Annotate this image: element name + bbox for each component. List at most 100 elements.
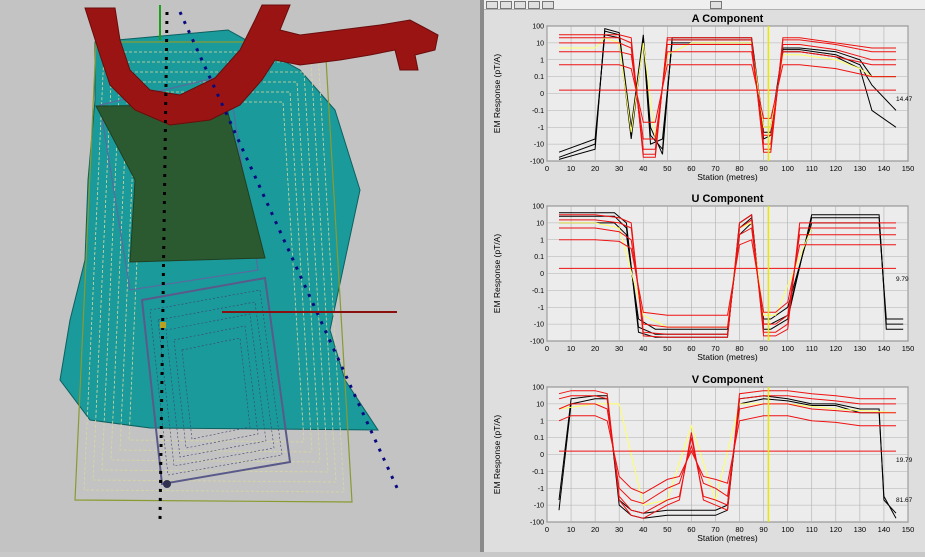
x-tick-label: 120 (830, 525, 843, 534)
x-tick-label: 130 (854, 344, 867, 353)
x-tick-label: 120 (830, 164, 843, 173)
end-value-label: 81.67 (896, 497, 913, 504)
red-pipe-body (84, 4, 439, 126)
x-tick-label: 150 (902, 525, 915, 534)
y-axis-label: EM Response (pT/A) (492, 54, 502, 134)
lower-plate-outline (140, 276, 292, 486)
series-line (558, 395, 896, 514)
x-tick-label: 20 (591, 344, 599, 353)
series-line (558, 403, 897, 506)
toolbar-button[interactable] (542, 1, 554, 9)
black-drill-trace (158, 11, 169, 521)
y-tick-label: -0.1 (532, 469, 544, 476)
x-tick-label: 90 (759, 525, 767, 534)
chart-title: U Component (691, 193, 763, 205)
3d-scene-canvas[interactable] (0, 0, 480, 552)
series-line (559, 239, 896, 316)
y-tick-label: 100 (532, 24, 544, 31)
chart-title: A Component (692, 13, 764, 25)
y-tick-label: -0.1 (532, 288, 544, 295)
x-tick-label: 20 (591, 164, 599, 173)
x-tick-label: 140 (878, 525, 891, 534)
y-tick-label: -1 (538, 125, 544, 132)
x-tick-label: 10 (567, 164, 575, 173)
y-tick-label: 0 (540, 91, 544, 98)
x-tick-label: 140 (878, 164, 891, 173)
series-line (559, 37, 896, 155)
x-tick-label: 40 (639, 164, 647, 173)
x-tick-label: 90 (759, 344, 767, 353)
x-tick-label: 40 (639, 344, 647, 353)
upper-plate-outline (99, 74, 259, 291)
toolbar-button[interactable] (486, 1, 498, 9)
x-tick-label: 0 (545, 344, 549, 353)
end-value-label: 14.47 (896, 96, 913, 103)
y-tick-label: -10 (534, 503, 544, 510)
x-tick-label: 10 (567, 344, 575, 353)
toolbar-button[interactable] (514, 1, 526, 9)
x-tick-label: 50 (663, 525, 671, 534)
x-tick-label: 0 (545, 525, 549, 534)
x-tick-label: 130 (854, 525, 867, 534)
y-tick-label: 10 (536, 40, 544, 47)
x-tick-label: 150 (902, 164, 915, 173)
toolbar-button[interactable] (528, 1, 540, 9)
y-axis-label: EM Response (pT/A) (492, 234, 502, 314)
y-tick-label: 10 (536, 401, 544, 408)
x-axis-label: Station (metres) (697, 533, 758, 543)
toolbar-button[interactable] (500, 1, 512, 9)
y-tick-label: 0 (540, 452, 544, 459)
x-tick-label: 50 (663, 344, 671, 353)
plots-panel: A Component 0 10 20 30 40 50 60 70 80 90 100 110 120 1… (484, 0, 925, 552)
y-tick-label: -1 (538, 486, 544, 493)
blue-survey-line (178, 11, 400, 491)
x-tick-label: 60 (687, 344, 695, 353)
x-tick-label: 40 (639, 525, 647, 534)
series-line (559, 64, 896, 123)
x-tick-label: 140 (878, 344, 891, 353)
toolbar-button[interactable] (710, 1, 722, 9)
x-tick-label: 100 (781, 344, 794, 353)
x-tick-label: 70 (711, 344, 719, 353)
x-axis-label: Station (metres) (697, 352, 758, 362)
series-line (559, 227, 896, 328)
y-tick-label: 0.1 (534, 254, 544, 261)
y-tick-label: 1 (540, 418, 544, 425)
x-tick-label: 90 (759, 164, 767, 173)
series-line (559, 51, 896, 140)
x-tick-label: 30 (615, 525, 623, 534)
y-tick-label: 10 (536, 220, 544, 227)
y-axis-label: EM Response (pT/A) (492, 415, 502, 495)
x-tick-label: 60 (687, 525, 695, 534)
y-tick-label: 1 (540, 237, 544, 244)
x-tick-label: 50 (663, 164, 671, 173)
x-tick-label: 10 (567, 525, 575, 534)
endpoint-dot (163, 480, 171, 488)
x-tick-label: 130 (854, 164, 867, 173)
x-tick-label: 110 (806, 344, 818, 353)
y-tick-label: 0.1 (534, 74, 544, 81)
x-tick-label: 80 (735, 344, 743, 353)
x-tick-label: 70 (711, 164, 719, 173)
x-tick-label: 0 (545, 164, 549, 173)
x-tick-label: 20 (591, 525, 599, 534)
y-tick-label: 0 (540, 271, 544, 278)
series-line (559, 219, 896, 335)
y-tick-label: 1 (540, 57, 544, 64)
y-tick-label: -10 (534, 142, 544, 149)
series-line (559, 42, 896, 150)
x-axis-label: Station (metres) (697, 172, 758, 182)
x-tick-label: 110 (806, 525, 818, 534)
panel-divider[interactable] (480, 0, 484, 552)
3d-model-view[interactable] (0, 0, 480, 552)
y-tick-label: -100 (530, 159, 544, 166)
yellow-marker (160, 322, 166, 328)
y-tick-label: 100 (532, 204, 544, 211)
y-tick-label: -100 (530, 339, 544, 346)
series-line (559, 34, 896, 158)
series-line (559, 213, 896, 338)
x-tick-label: 110 (806, 164, 818, 173)
y-tick-label: -0.1 (532, 108, 544, 115)
series-line (558, 415, 896, 494)
